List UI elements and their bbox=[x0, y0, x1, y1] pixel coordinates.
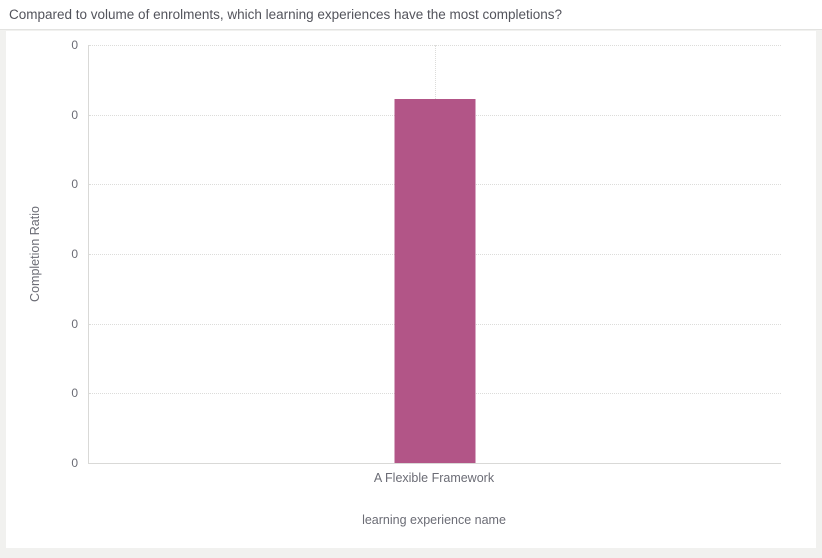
plot-area bbox=[88, 45, 781, 464]
y-tick-label: 0 bbox=[71, 177, 78, 192]
y-tick-label: 0 bbox=[71, 316, 78, 331]
x-axis-title: learning experience name bbox=[362, 513, 506, 527]
x-tick-label: A Flexible Framework bbox=[373, 471, 495, 485]
y-tick-label: 0 bbox=[71, 386, 78, 401]
y-tick-label: 0 bbox=[71, 38, 78, 52]
chart-title: Compared to volume of enrolments, which … bbox=[9, 7, 563, 22]
y-tick-label: 0 bbox=[71, 107, 78, 122]
horizontal-gridline bbox=[89, 45, 781, 46]
y-axis-ticks: 0 0 0 0 0 0 0 bbox=[6, 38, 80, 470]
chart-title-bar: Compared to volume of enrolments, which … bbox=[0, 0, 822, 30]
y-tick-label: 0 bbox=[71, 247, 78, 261]
bar[interactable] bbox=[394, 99, 476, 463]
y-tick-label: 0 bbox=[71, 456, 78, 470]
